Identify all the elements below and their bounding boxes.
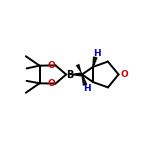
- Text: B: B: [67, 70, 74, 80]
- Polygon shape: [66, 72, 82, 77]
- Text: O: O: [120, 70, 128, 79]
- Text: O: O: [47, 60, 55, 70]
- Text: H: H: [83, 84, 91, 93]
- Text: H: H: [93, 49, 101, 59]
- Polygon shape: [76, 64, 82, 74]
- Text: O: O: [47, 79, 55, 88]
